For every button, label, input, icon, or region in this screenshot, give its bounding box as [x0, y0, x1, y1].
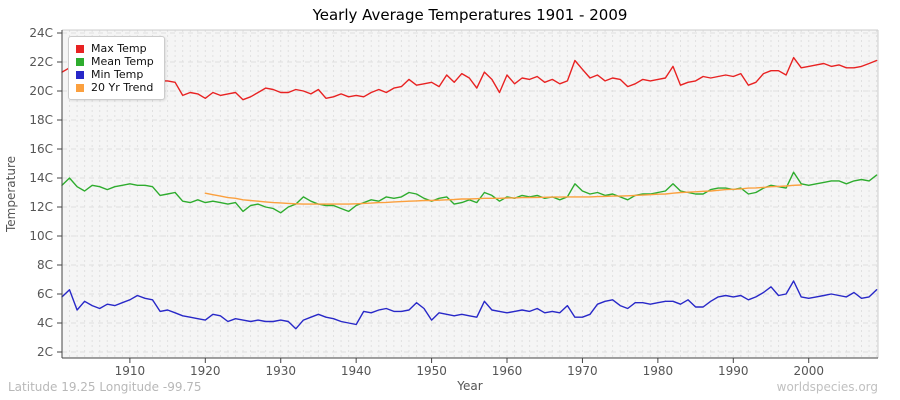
series-line-min-temp [61, 280, 878, 330]
chart-title: Yearly Average Temperatures 1901 - 2009 [312, 6, 628, 24]
y-tick-label: 12C [29, 200, 53, 214]
x-tick-label: 1990 [718, 364, 749, 378]
y-tick-label: 20C [29, 84, 53, 98]
legend-label: Min Temp [91, 68, 144, 81]
legend-swatch-icon [76, 57, 84, 66]
gridlines-horizontal [62, 32, 878, 353]
y-axis-title: Temperature [4, 156, 18, 233]
y-tick-label: 14C [29, 171, 53, 185]
plot-area [62, 30, 878, 358]
x-tick-label: 1910 [115, 364, 146, 378]
y-tick-label: 22C [29, 55, 53, 69]
legend-item-max-temp: Max Temp [76, 42, 154, 55]
y-tick-label: 8C [37, 258, 53, 272]
legend-swatch-icon [76, 83, 84, 92]
legend-label: Max Temp [91, 42, 147, 55]
y-ticks: 2C 4C 6C 8C 10C 12C 14C 16C 18C 20C 22C 24C [29, 26, 62, 359]
legend-swatch-icon [76, 44, 84, 53]
series-line-mean-temp [61, 171, 878, 214]
legend-item-20-yr-trend: 20 Yr Trend [76, 81, 154, 94]
x-tick-label: 1960 [492, 364, 523, 378]
x-tick-label: 1980 [643, 364, 674, 378]
y-tick-label: 2C [37, 345, 53, 359]
legend-item-min-temp: Min Temp [76, 68, 154, 81]
y-tick-label: 18C [29, 113, 53, 127]
legend-label: 20 Yr Trend [91, 81, 154, 94]
x-tick-label: 2000 [793, 364, 824, 378]
x-tick-label: 1970 [567, 364, 598, 378]
x-tick-label: 1930 [265, 364, 296, 378]
y-tick-label: 6C [37, 287, 53, 301]
legend-swatch-icon [76, 70, 84, 79]
legend-item-mean-temp: Mean Temp [76, 55, 154, 68]
footer-coordinates: Latitude 19.25 Longitude -99.75 [8, 380, 202, 394]
x-tick-label: 1920 [190, 364, 221, 378]
y-tick-label: 24C [29, 26, 53, 40]
series-line-max-temp [61, 56, 878, 101]
x-axis-title: Year [457, 379, 483, 393]
x-tick-label: 1950 [416, 364, 447, 378]
x-ticks: 1910 1920 1930 1940 1950 1960 1970 1980 1990 2000 [115, 358, 824, 378]
legend: Max Temp Mean Temp Min Temp 20 Yr Trend [68, 36, 165, 100]
y-tick-label: 10C [29, 229, 53, 243]
x-tick-label: 1940 [341, 364, 372, 378]
footer-site-name: worldspecies.org [776, 380, 878, 394]
legend-label: Mean Temp [91, 55, 154, 68]
y-tick-label: 4C [37, 316, 53, 330]
y-tick-label: 16C [29, 142, 53, 156]
series-line-20-yr-trend [204, 184, 802, 205]
